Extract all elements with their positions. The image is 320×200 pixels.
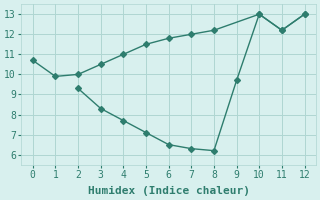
X-axis label: Humidex (Indice chaleur): Humidex (Indice chaleur) [88,186,250,196]
